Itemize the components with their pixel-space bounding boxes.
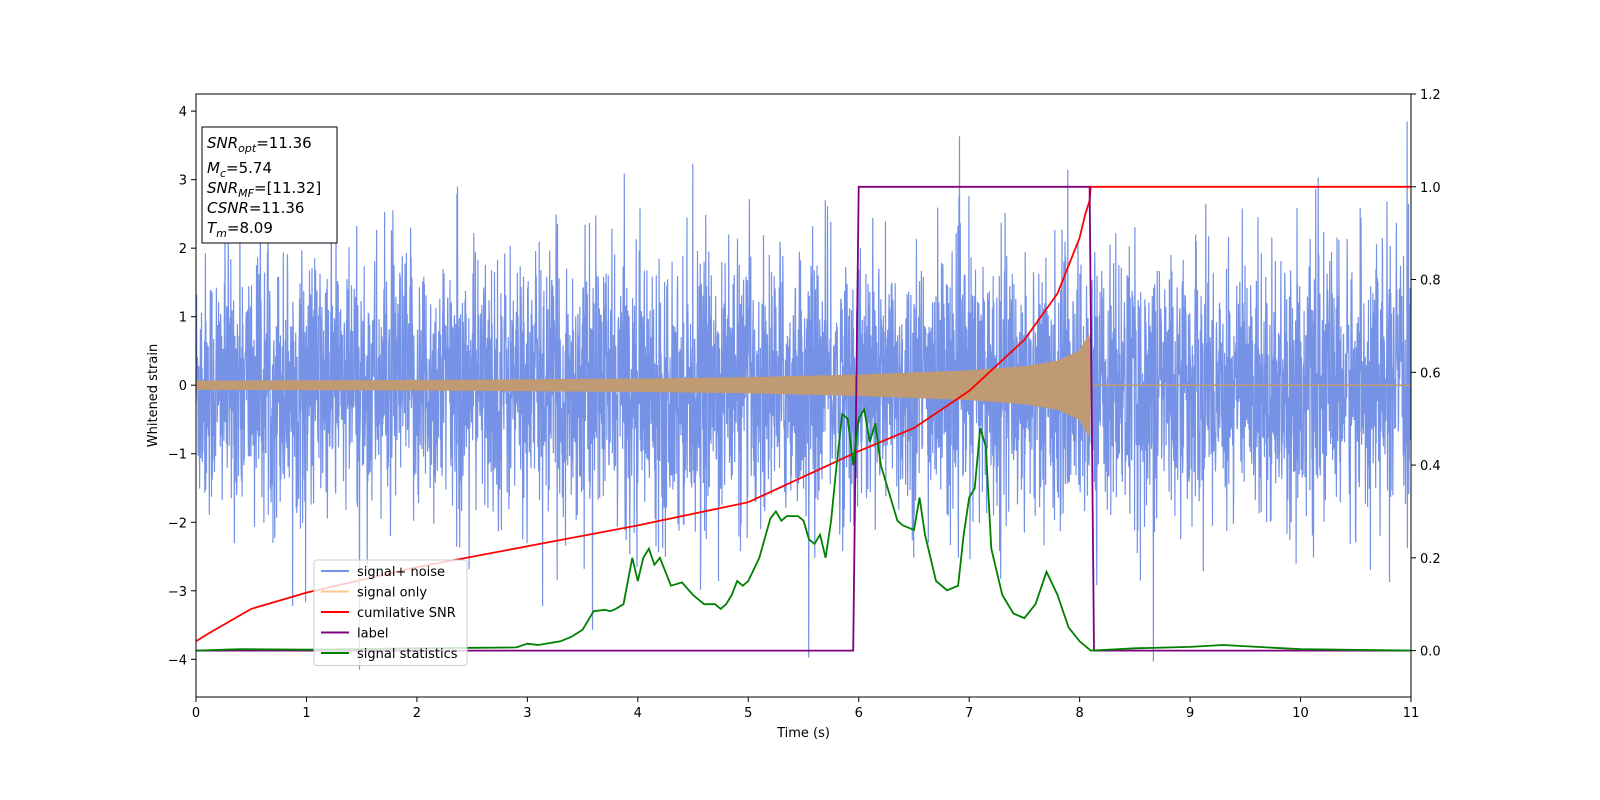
x-tick-label: 4	[634, 706, 642, 721]
x-tick-label: 0	[192, 706, 200, 721]
legend-label: signal only	[357, 586, 427, 601]
x-tick-label: 2	[413, 706, 421, 721]
y-axis-label: Whitened strain	[146, 344, 161, 447]
legend: signal+ noise signal only cumilative SNR la…	[313, 559, 468, 666]
info-line: Mc=5.74	[207, 159, 272, 180]
y-right-tick-label: 0.0	[1420, 645, 1441, 660]
x-tick-label: 3	[523, 706, 531, 721]
y-left-tick-label: −3	[168, 585, 187, 600]
info-box: SNRopt=11.36 Mc=5.74SNRMF=[11.32]CSNR=11.…	[201, 126, 338, 244]
x-tick-label: 8	[1075, 706, 1083, 721]
x-tick-label: 9	[1186, 706, 1194, 721]
y-left-tick-label: 1	[179, 311, 187, 326]
y-right-tick-label: 1.0	[1420, 181, 1441, 196]
info-line: SNRopt=11.36	[207, 134, 312, 155]
y-left-tick-label: −1	[168, 448, 187, 463]
series-label	[196, 185, 1411, 652]
y-right-tick-label: 0.6	[1420, 366, 1441, 381]
series-cumilative-snr	[196, 185, 1411, 643]
info-box-frame	[201, 126, 338, 244]
plot-frame	[195, 93, 1412, 698]
series-signal-statistics	[196, 406, 1411, 652]
legend-box	[313, 559, 468, 666]
y-right-tick-label: 1.2	[1420, 88, 1441, 103]
legend-label: signal statistics	[357, 647, 458, 662]
x-tick-label: 11	[1403, 706, 1420, 721]
y-axis-left: −4 −3 −2 −1 0 1 2 3 4	[168, 105, 196, 668]
series-signal-only	[196, 334, 1092, 437]
x-tick-label: 1	[302, 706, 310, 721]
info-line: Tm=8.09	[207, 219, 273, 240]
plot-area	[196, 121, 1411, 670]
info-line: CSNR=11.36	[207, 199, 304, 217]
legend-label: signal+ noise	[357, 565, 445, 580]
y-left-tick-label: −4	[168, 653, 187, 668]
y-left-tick-label: −2	[168, 516, 187, 531]
y-left-tick-label: 4	[179, 105, 187, 120]
legend-label: cumilative SNR	[357, 606, 456, 621]
y-right-tick-label: 0.2	[1420, 552, 1441, 567]
x-axis-label: Time (s)	[776, 726, 830, 741]
y-left-tick-label: 0	[179, 379, 187, 394]
series-signal-noise	[196, 121, 1411, 670]
y-right-tick-label: 0.4	[1420, 459, 1441, 474]
x-tick-label: 6	[855, 706, 863, 721]
x-tick-label: 5	[744, 706, 752, 721]
y-left-tick-label: 2	[179, 242, 187, 257]
y-right-tick-label: 0.8	[1420, 274, 1441, 289]
y-axis-right: 0.0 0.2 0.4 0.6 0.8 1.0 1.2	[1411, 88, 1441, 660]
x-tick-label: 7	[965, 706, 973, 721]
y-left-tick-label: 3	[179, 174, 187, 189]
x-tick-label: 10	[1292, 706, 1309, 721]
x-axis: 0 1 2 3 4 5 6 7 8 9 10 11	[192, 697, 1419, 721]
info-line: SNRMF=[11.32]	[207, 179, 321, 200]
legend-label: label	[357, 627, 388, 642]
